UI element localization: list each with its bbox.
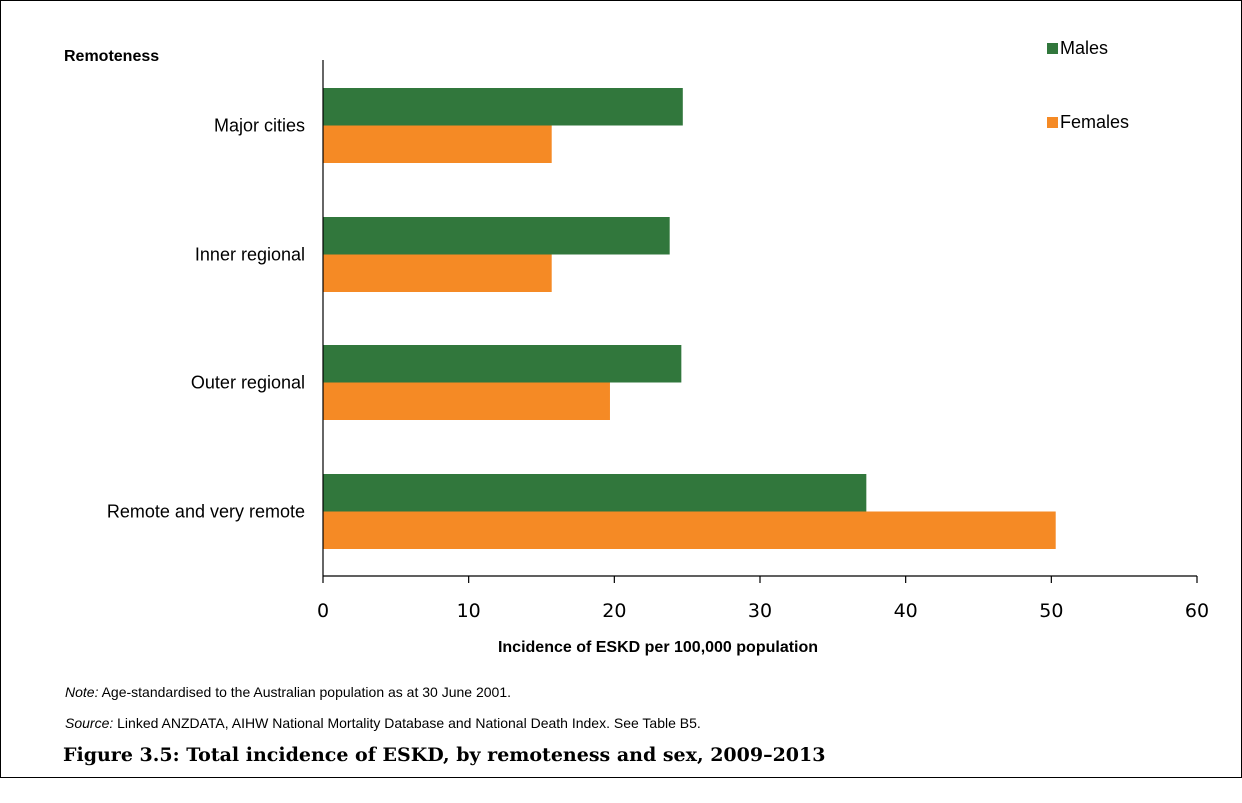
legend-label-females: Females	[1060, 112, 1129, 132]
bar-males-2	[323, 345, 682, 383]
x-axis-title: Incidence of ESKD per 100,000 population	[498, 639, 818, 656]
bar-females-3	[323, 511, 1056, 549]
category-label: Major cities	[214, 116, 305, 136]
bar-males-1	[323, 217, 670, 255]
note-line: Note: Age-standardised to the Australian…	[65, 684, 511, 700]
category-label: Remote and very remote	[107, 502, 305, 522]
x-tick-label: 10	[457, 600, 481, 622]
legend-swatch-males	[1047, 43, 1058, 54]
legend-swatch-females	[1047, 117, 1058, 128]
category-label: Outer regional	[191, 373, 305, 393]
bar-males-0	[323, 88, 683, 126]
bar-females-0	[323, 125, 552, 163]
bar-chart: Remoteness Major cities Inner regional Out…	[64, 38, 1209, 656]
category-label: Inner regional	[195, 245, 305, 265]
x-tick-label: 60	[1185, 600, 1209, 622]
source-line: Source: Linked ANZDATA, AIHW National Mo…	[65, 715, 701, 731]
x-tick-label: 20	[602, 600, 626, 622]
source-label: Source:	[65, 715, 114, 731]
note-label: Note:	[65, 684, 99, 700]
bar-females-2	[323, 382, 610, 420]
bar-females-1	[323, 254, 552, 292]
category-axis-title: Remoteness	[64, 48, 159, 65]
figure-caption: Figure 3.5: Total incidence of ESKD, by …	[63, 744, 826, 766]
legend-label-males: Males	[1060, 38, 1108, 58]
x-tick-label: 40	[894, 600, 918, 622]
x-tick-label: 50	[1039, 600, 1063, 622]
bar-males-3	[323, 474, 867, 512]
x-tick-label: 0	[317, 600, 329, 622]
x-tick-label: 30	[748, 600, 772, 622]
frame-bottom-border	[0, 777, 1242, 778]
source-text: Linked ANZDATA, AIHW National Mortality …	[113, 715, 701, 731]
note-text: Age-standardised to the Australian popul…	[98, 684, 511, 700]
